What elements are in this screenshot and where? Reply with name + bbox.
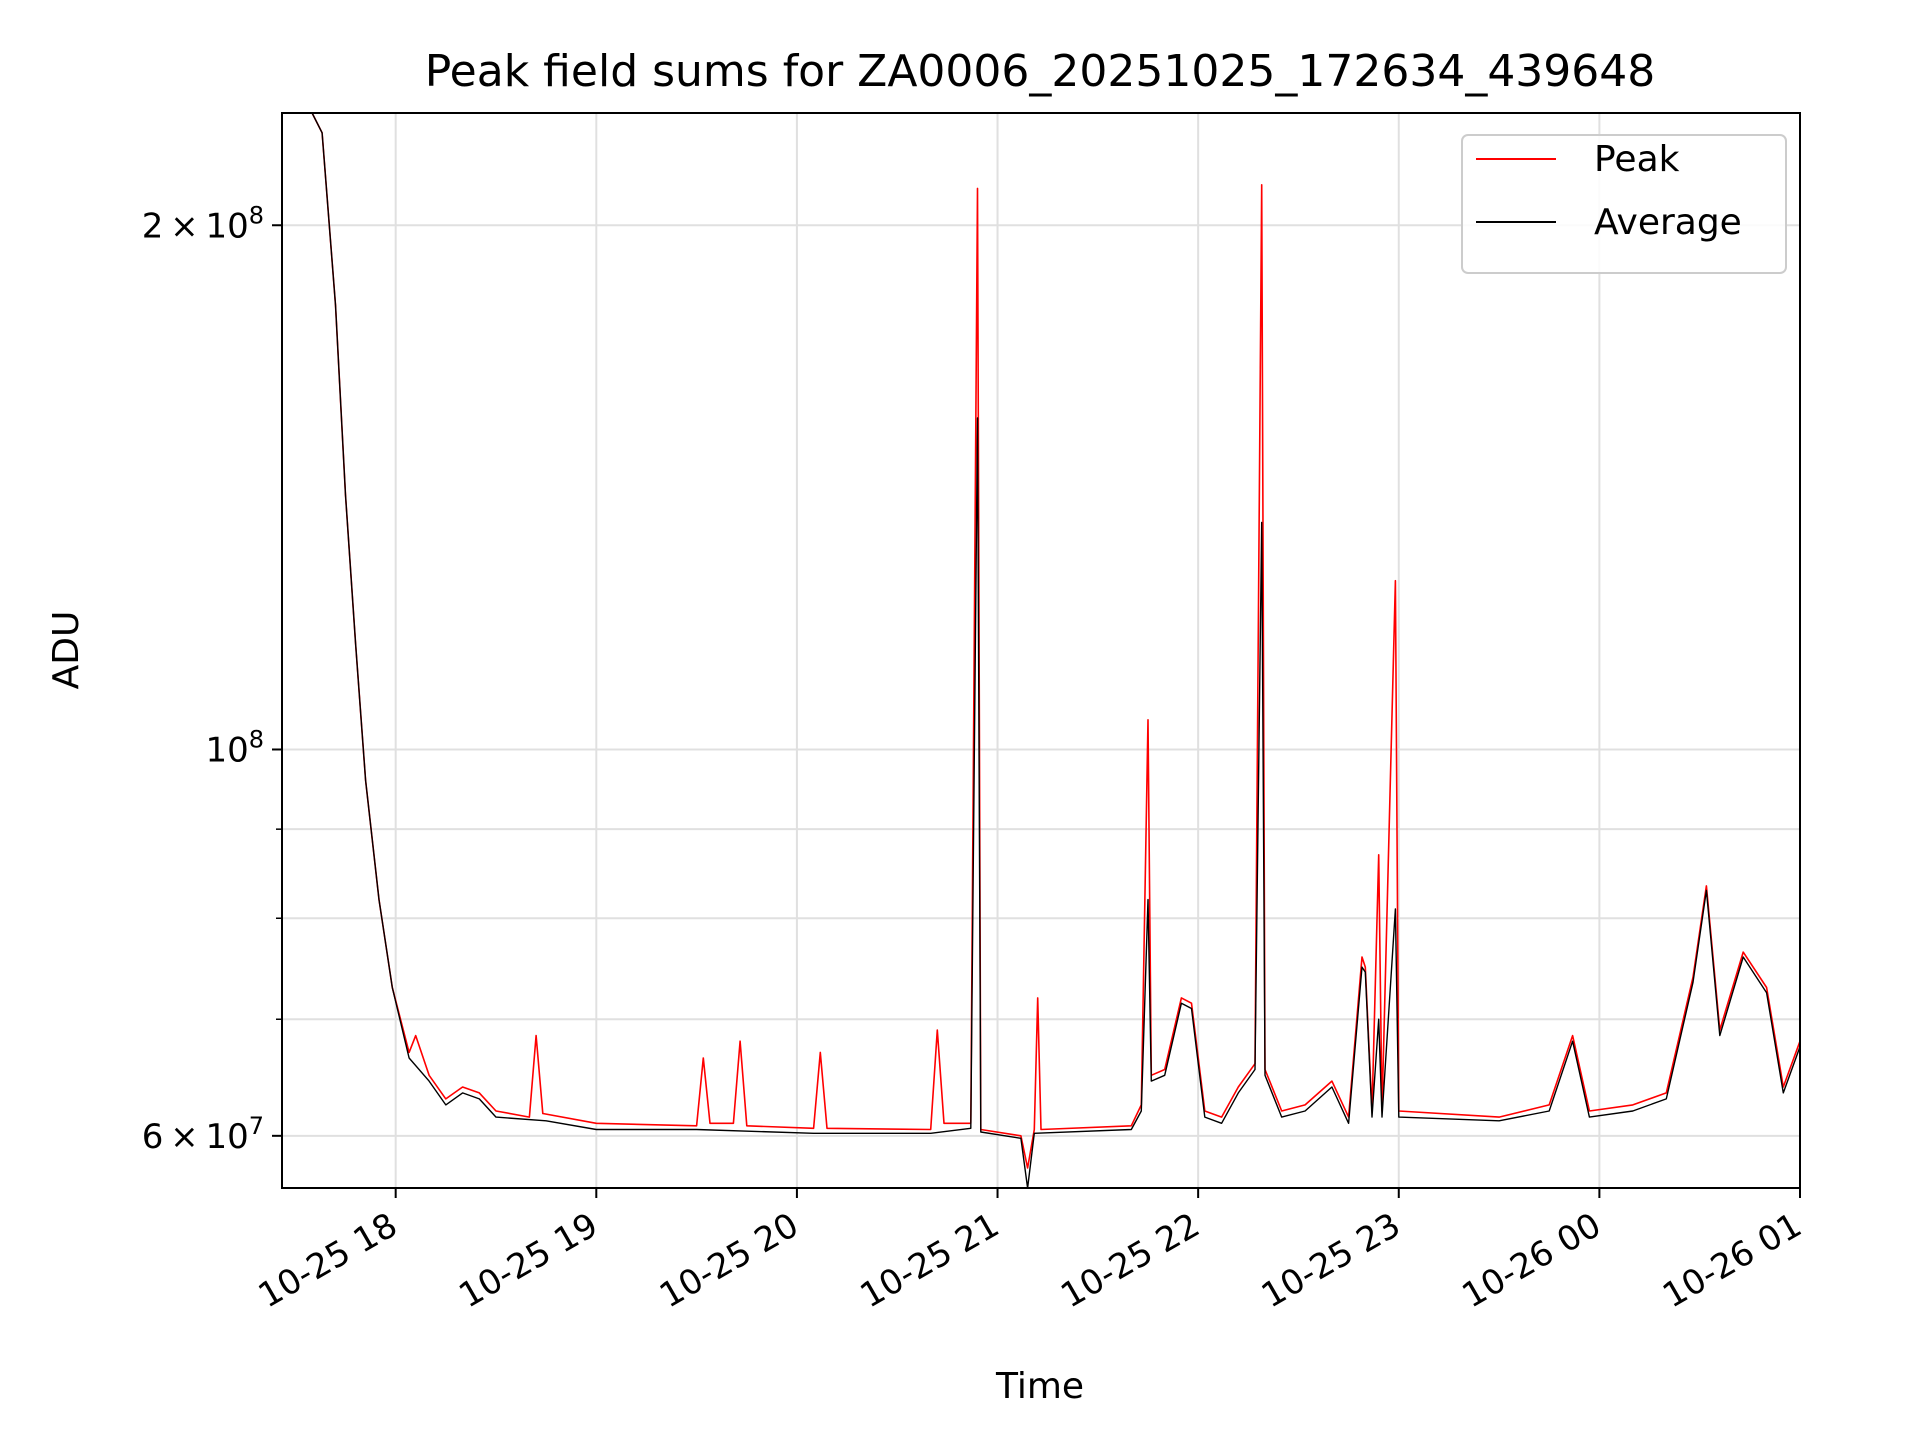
- x-axis-label: Time: [995, 1366, 1084, 1407]
- plot-frame: [281, 112, 1801, 1189]
- chart-title: Peak field sums for ZA0006_20251025_1726…: [425, 46, 1656, 97]
- legend-label: Average: [1594, 202, 1742, 243]
- legend-label: Peak: [1594, 139, 1680, 180]
- y-axis-label: ADU: [46, 611, 87, 690]
- y-tick-label: 108: [205, 725, 264, 770]
- y-tick-label: 2 × 108: [142, 201, 264, 246]
- series-line-average: [282, 112, 1801, 1189]
- series-layer: [282, 112, 1801, 1189]
- series-line-peak: [282, 112, 1801, 1169]
- y-tick-label: 6 × 107: [142, 1112, 264, 1157]
- legend-box: [1461, 134, 1787, 274]
- legend: Peak Average: [1461, 134, 1787, 274]
